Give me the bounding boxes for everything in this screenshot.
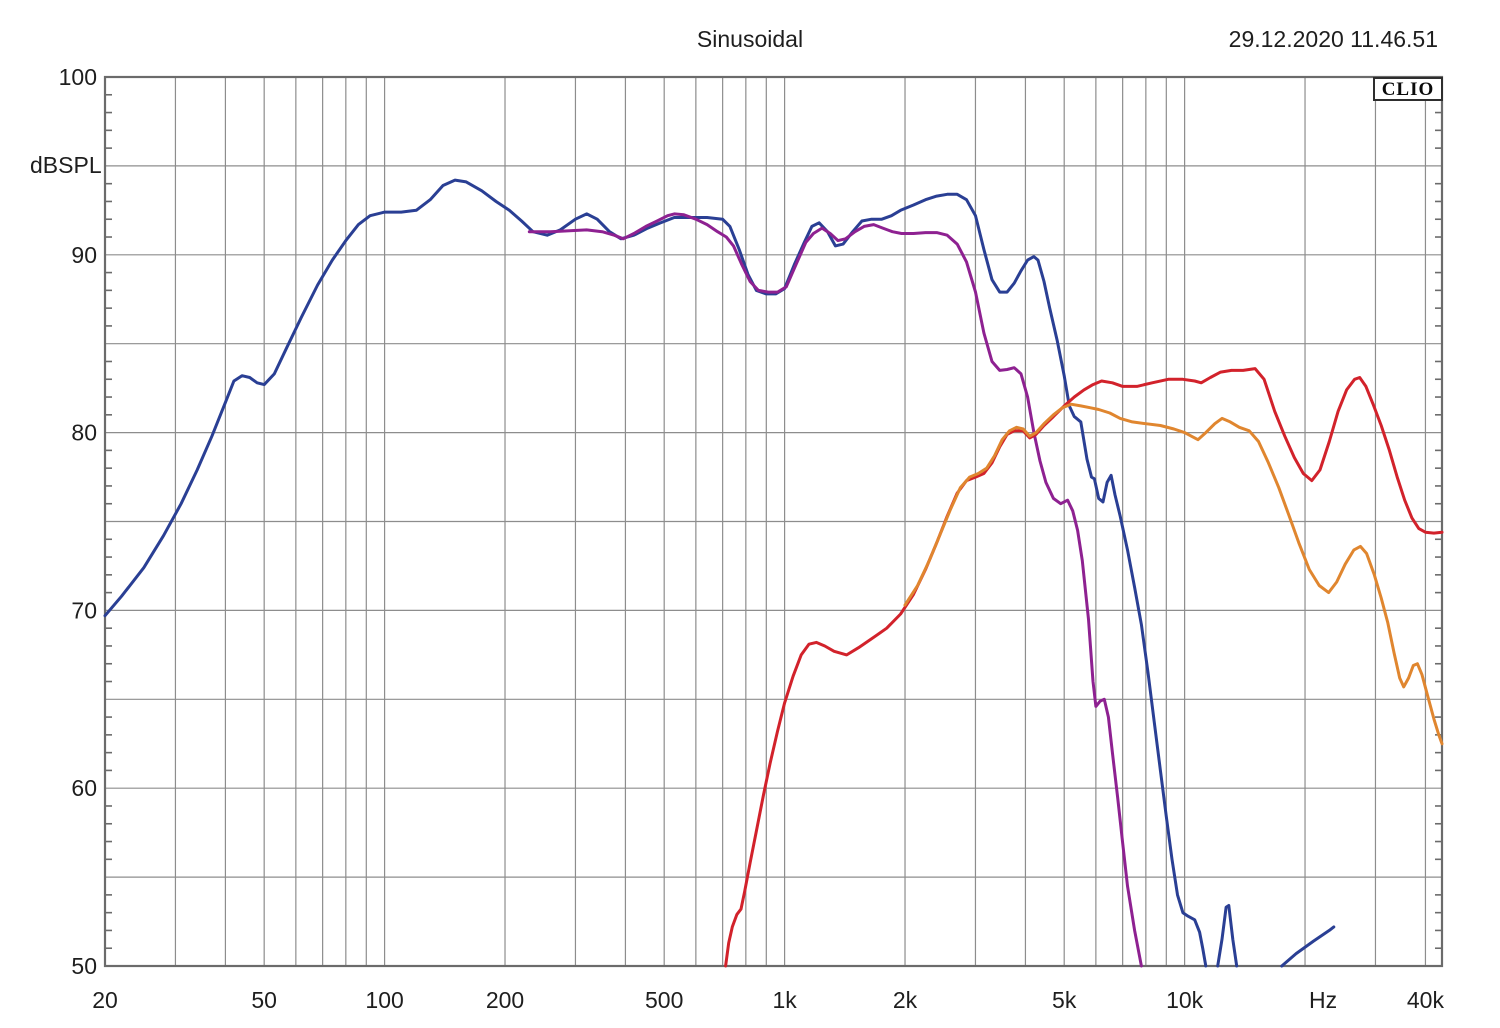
x-tick-label: 100 — [365, 987, 403, 1013]
y-tick-label: 70 — [71, 597, 97, 623]
gridlines — [105, 77, 1442, 966]
response-curves — [103, 178, 1444, 968]
trace-blue — [103, 178, 1336, 968]
trace-blue-path — [1280, 925, 1336, 968]
trace-purple-path — [527, 212, 1143, 968]
x-tick-label: 10k — [1166, 987, 1204, 1013]
y-tick-label: 50 — [71, 953, 97, 979]
x-axis-tick-labels: 20 50 100 200 500 1k 2k 5k 10k Hz 40k — [92, 987, 1444, 1013]
x-tick-label: Hz — [1309, 987, 1337, 1013]
y-tick-label: 100 — [59, 64, 97, 90]
x-tick-label: 500 — [645, 987, 683, 1013]
plot-border — [103, 75, 1444, 968]
y-axis-unit-label: dBSPL — [30, 152, 102, 178]
y-tick-label: 60 — [71, 775, 97, 801]
trace-red-path — [724, 367, 1444, 968]
x-tick-label: 2k — [893, 987, 918, 1013]
x-tick-label: 40k — [1407, 987, 1445, 1013]
x-tick-label: 200 — [486, 987, 524, 1013]
trace-blue-path — [1216, 904, 1239, 968]
axis-db-ticks — [105, 93, 1442, 950]
plot-frame — [103, 75, 1444, 968]
trace-orange — [903, 402, 1444, 746]
y-tick-label: 80 — [71, 420, 97, 446]
trace-orange-path — [903, 402, 1444, 746]
trace-red — [724, 367, 1444, 968]
trace-blue-path — [103, 178, 1208, 968]
clio-logo: CLIO — [1373, 77, 1443, 101]
x-tick-label: 20 — [92, 987, 118, 1013]
x-tick-label: 5k — [1052, 987, 1077, 1013]
y-axis-tick-labels: 100 90 80 70 60 50 — [59, 64, 97, 979]
x-tick-label: 1k — [772, 987, 797, 1013]
measurement-timestamp: 29.12.2020 11.46.51 — [1228, 26, 1438, 52]
x-tick-label: 50 — [251, 987, 277, 1013]
trace-purple — [527, 212, 1143, 968]
chart-title: Sinusoidal — [696, 26, 804, 52]
y-tick-label: 90 — [71, 242, 97, 268]
